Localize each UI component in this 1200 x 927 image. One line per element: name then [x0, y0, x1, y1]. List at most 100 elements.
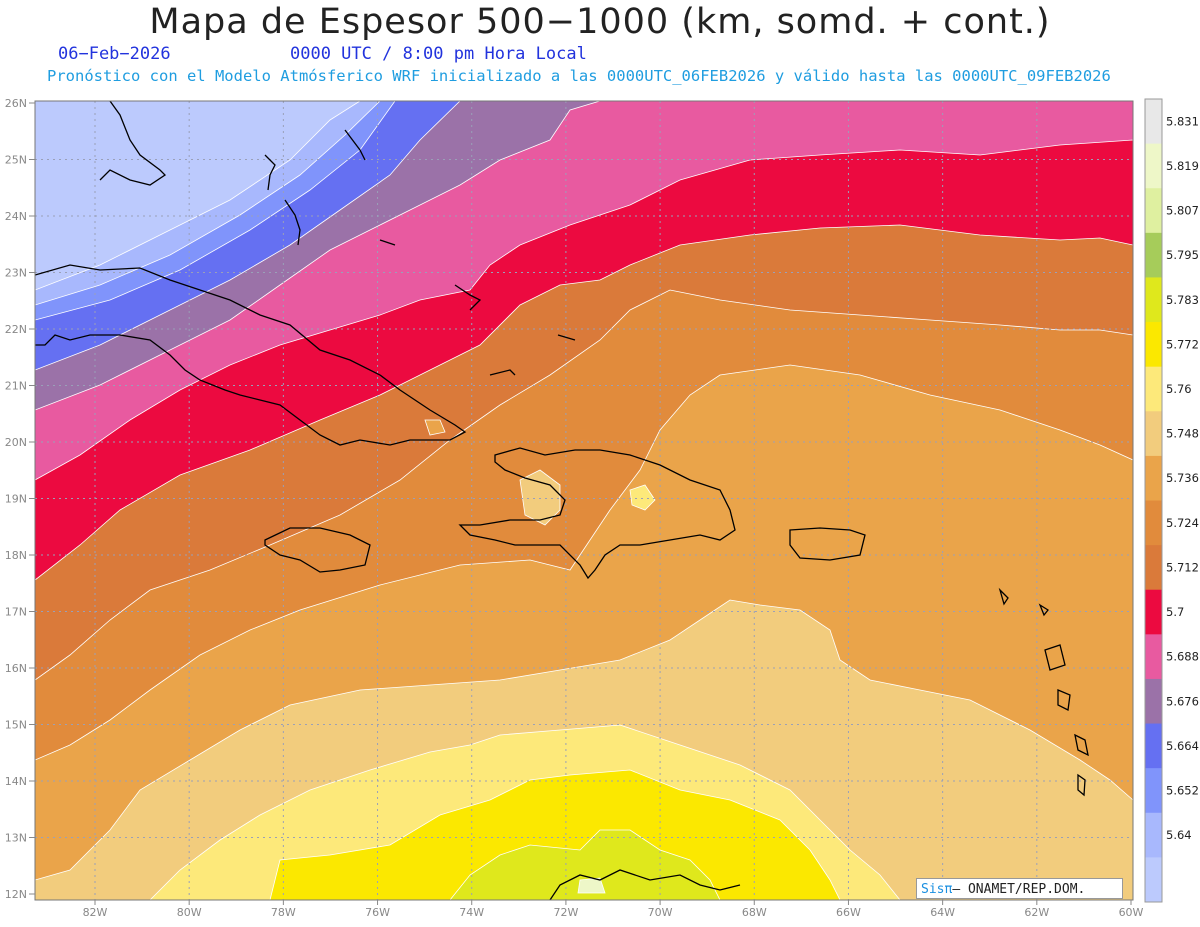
lat-label: 25N: [5, 154, 27, 167]
lat-label: 24N: [5, 210, 27, 223]
colorbar-swatch: [1145, 99, 1162, 145]
thickness-bands: [35, 101, 1133, 900]
colorbar-swatch: [1145, 500, 1162, 546]
colorbar-label: 5.676: [1166, 694, 1199, 708]
colorbar-label: 5.712: [1166, 560, 1199, 574]
colorbar-label: 5.736: [1166, 471, 1199, 485]
colorbar-swatch: [1145, 678, 1162, 725]
colorbar-label: 5.772: [1166, 337, 1199, 351]
lon-label: 60W: [1119, 906, 1144, 919]
lon-label: 70W: [648, 906, 673, 919]
map-title: Mapa de Espesor 500−1000 (km, somd. + co…: [149, 2, 1051, 42]
forecast-date: 06−Feb−2026: [58, 44, 171, 64]
lat-label: 14N: [5, 775, 27, 788]
colorbar-label: 5.64: [1166, 828, 1192, 842]
coast-hispaniola: [458, 447, 736, 580]
lat-label: 15N: [5, 719, 27, 732]
coast-bahamas-1: [264, 154, 276, 191]
lat-label: 21N: [5, 380, 27, 393]
colorbar-swatch: [1145, 545, 1162, 591]
forecast-subtitle: Pronóstico con el Modelo Atmósferico WRF…: [47, 67, 1111, 85]
colorbar-label: 5.664: [1166, 739, 1199, 753]
colorbar-swatch: [1145, 857, 1162, 903]
grid-lines: [35, 101, 1133, 900]
longitude-labels: 82W 80W 78W 76W 74W 72W 70W 68W 66W 64W 62W 60W: [83, 900, 1144, 919]
lat-label: 12N: [5, 888, 27, 901]
lon-label: 64W: [930, 906, 955, 919]
colorbar-swatch: [1145, 634, 1162, 680]
coast-bahamas-2: [284, 199, 301, 246]
colorbar-label: 5.748: [1166, 427, 1199, 441]
coast-puerto-rico: [789, 527, 866, 561]
coast-bahamas-4: [379, 239, 396, 246]
credit-text: – ONAMET/REP.DOM.: [952, 882, 1086, 897]
lat-label: 16N: [5, 662, 27, 675]
lat-label: 17N: [5, 606, 27, 619]
colorbar-label: 5.819: [1166, 159, 1199, 173]
colorbar: 5.831 5.819 5.807 5.795 5.783 5.772 5.76 5.748 5…: [1144, 98, 1199, 903]
colorbar-frame: [1144, 98, 1163, 903]
forecast-time: 0000 UTC / 8:00 pm Hora Local: [290, 44, 587, 64]
colorbar-label: 5.652: [1166, 783, 1199, 797]
colorbar-swatch: [1145, 232, 1162, 278]
coast-cuba: [35, 264, 467, 446]
lat-label: 26N: [5, 97, 27, 110]
colorbar-label: 5.795: [1166, 248, 1199, 262]
lat-label: 20N: [5, 436, 27, 449]
colorbar-label: 5.688: [1166, 650, 1199, 664]
band-5796: [449, 829, 721, 900]
colorbar-label: 5.783: [1166, 293, 1199, 307]
credit-box: Sisπ– ONAMET/REP.DOM.: [916, 878, 1123, 899]
lon-label: 72W: [553, 906, 578, 919]
coast-antilles-4: [1077, 773, 1086, 797]
coast-south-america: [549, 869, 741, 900]
lat-label: 22N: [5, 323, 27, 336]
coastlines: [35, 101, 1089, 900]
colorbar-label: 5.807: [1166, 204, 1199, 218]
lon-label: 68W: [742, 906, 767, 919]
lon-label: 78W: [271, 906, 296, 919]
colorbar-label: 5.831: [1166, 114, 1199, 128]
coast-bahamas-3: [344, 129, 366, 161]
colorbar-swatch: [1145, 411, 1162, 457]
coast-bahamas-7: [557, 334, 576, 341]
lon-label: 76W: [365, 906, 390, 919]
lon-label: 62W: [1024, 906, 1049, 919]
colorbar-label: 5.7: [1166, 605, 1184, 619]
colorbar-swatch: [1145, 812, 1162, 858]
band-5808: [577, 877, 606, 894]
colorbar-swatch: [1145, 723, 1162, 769]
lat-label: 13N: [5, 832, 27, 845]
colorbar-swatch: [1145, 188, 1162, 234]
latitude-labels: 26N 25N 24N 23N 22N 21N 20N 19N 18N 17N 16N 15N 14N 1…: [5, 97, 35, 901]
coast-florida: [99, 101, 167, 186]
lat-label: 23N: [5, 267, 27, 280]
credit-logo: Sisπ: [921, 882, 953, 897]
colorbar-swatch: [1145, 589, 1162, 635]
band-pocket-hispaniola-2: [629, 484, 656, 511]
lon-label: 82W: [83, 906, 108, 919]
coast-jamaica: [264, 527, 371, 573]
colorbar-label: 5.76: [1166, 382, 1192, 396]
band-pocket-hispaniola: [519, 469, 561, 526]
colorbar-label: 5.724: [1166, 516, 1199, 530]
coast-bahamas-6: [489, 369, 516, 376]
coast-antilles-2: [1057, 689, 1071, 711]
lat-label: 19N: [5, 493, 27, 506]
colorbar-swatch: [1145, 366, 1162, 412]
colorbar-swatch: [1145, 143, 1162, 189]
coast-antilles-1: [1044, 644, 1066, 671]
lon-label: 74W: [459, 906, 484, 919]
coast-bahamas-5: [454, 284, 482, 311]
coast-antilles-3: [1074, 733, 1089, 757]
map-frame: [34, 100, 1134, 901]
coast-antilles-6: [1038, 603, 1049, 617]
colorbar-swatch: [1145, 455, 1162, 501]
lon-label: 80W: [177, 906, 202, 919]
lat-label: 18N: [5, 549, 27, 562]
colorbar-swatch: [1145, 322, 1162, 368]
colorbar-swatch: [1145, 277, 1162, 323]
coast-antilles-5: [998, 587, 1009, 606]
band-pocket-cuba: [424, 419, 446, 436]
